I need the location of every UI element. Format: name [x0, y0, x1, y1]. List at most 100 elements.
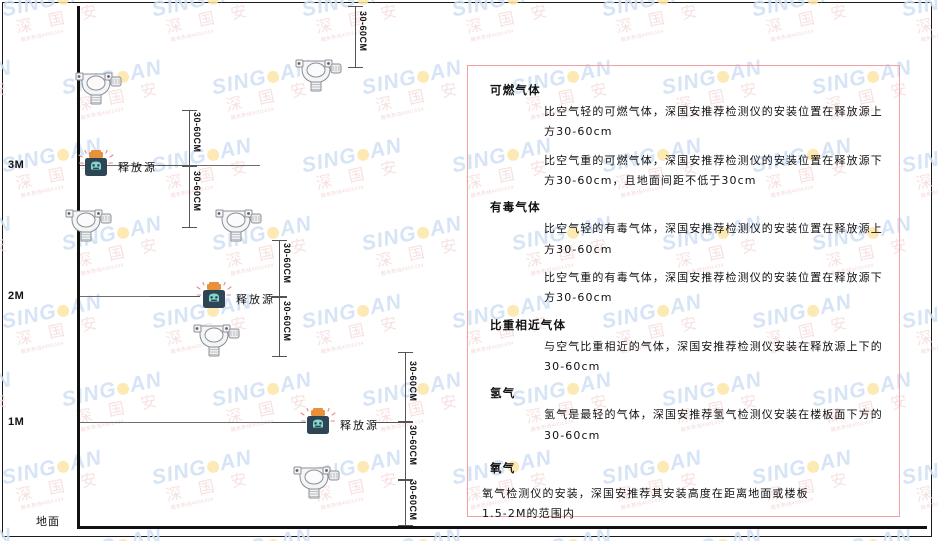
info-section-paragraph: 比空气重的可燃气体，深国安推荐检测仪的安装位置在释放源下方30-60cm，且地面…: [544, 153, 883, 188]
level-line-1m: [80, 422, 302, 423]
dimension-cap-bottom: [182, 227, 197, 228]
info-section: 有毒气体 比空气轻的有毒气体，深国安推荐检测仪的安装位置在释放源上方30-60cm…: [482, 199, 885, 308]
dimension-rule: [405, 480, 406, 526]
dimension-rule: [355, 6, 356, 68]
dimension-label: 30-60CM: [358, 11, 368, 52]
leader-line-3m: [158, 165, 194, 166]
dimension-line: 30-60CM: [398, 352, 458, 422]
info-section-title: 氧气: [490, 461, 516, 476]
info-section-paragraph: 与空气比重相近的气体，深国安推荐检测仪安装在释放源上下的30-60cm: [544, 339, 883, 374]
info-panel: 可燃气体 比空气轻的可燃气体，深国安推荐检测仪的安装位置在释放源上方30-60cm…: [467, 65, 900, 541]
dimension-label: 30-60CM: [192, 171, 202, 212]
release-source-icon: [196, 281, 232, 317]
leader-line-2m: [150, 296, 200, 297]
release-source-label: 释放源: [118, 161, 157, 174]
axis-tick-2m: 2M: [8, 290, 25, 302]
info-section-title: 地面: [490, 539, 885, 541]
dimension-rule: [405, 352, 406, 422]
release-source-label: 释放源: [236, 293, 275, 306]
info-section-paragraph: 氧气检测仪的安装，深国安推荐其安装高度在距离地面或楼板1.5-2M的范围内: [482, 487, 809, 521]
info-section-paragraph: 比空气轻的可燃气体，深国安推荐检测仪的安装位置在释放源上方30-60cm: [544, 105, 883, 139]
gas-detector-icon: [190, 320, 242, 363]
gas-detector-icon: [212, 205, 264, 248]
dimension-cap-top: [182, 110, 197, 111]
dimension-label: 30-60CM: [282, 242, 292, 284]
dimension-cap-top: [398, 352, 413, 353]
dimension-line: 30-60CM: [182, 110, 242, 166]
dimension-label: 30-60CM: [408, 480, 418, 521]
dimension-cap-top: [348, 6, 363, 7]
dimension-line: 30-60CM: [272, 240, 332, 297]
dimension-line: 30-60CM: [182, 166, 242, 228]
dimension-cap-bottom: [398, 421, 413, 422]
dimension-cap-top: [398, 422, 413, 423]
dimension-rule: [279, 297, 280, 357]
info-section-title: 可燃气体: [490, 83, 541, 97]
dimension-cap-top: [398, 480, 413, 481]
info-section: 可燃气体 比空气轻的可燃气体，深国安推荐检测仪的安装位置在释放源上方30-60cm…: [482, 82, 885, 191]
dimension-label: 30-60CM: [408, 361, 418, 402]
dimension-cap-bottom: [272, 296, 287, 297]
dimension-label: 30-60CM: [282, 301, 292, 342]
axis-tick-3m: 3M: [8, 159, 25, 171]
dimension-cap-bottom: [182, 165, 197, 166]
dimension-label: 30-60CM: [408, 425, 418, 466]
release-source-label: 释放源: [340, 419, 379, 432]
dimension-cap-bottom: [398, 525, 413, 526]
info-section-title: 有毒气体: [490, 200, 541, 215]
level-line-2m: [80, 296, 198, 297]
info-section-paragraph: 比空气轻的有毒气体，深国安推荐检测仪的安装位置在释放源上方30-60cm: [544, 222, 883, 256]
dimension-cap-top: [272, 297, 287, 298]
gas-detector-icon: [72, 68, 124, 111]
dimension-cap-top: [182, 166, 197, 167]
leader-line-1m-right: [374, 422, 408, 423]
gas-detector-icon: [292, 55, 344, 98]
gas-detector-icon: [290, 462, 342, 505]
info-section: 氢气氢气是最轻的气体，深国安推荐氢气检测仪安装在楼板面下方的30-60cm: [482, 385, 885, 446]
dimension-line: 30-60CM: [348, 6, 408, 68]
release-source-icon: [78, 149, 114, 185]
info-section-title: 氢气: [490, 386, 516, 401]
info-section-title: 比重相近气体: [490, 317, 567, 332]
dimension-line: 30-60CM: [398, 480, 458, 526]
dimension-label: 30-60CM: [192, 112, 202, 153]
dimension-rule: [279, 240, 280, 297]
axis-tick-1m: 1M: [8, 416, 25, 428]
dimension-line: 30-60CM: [272, 297, 332, 357]
dimension-line: 30-60CM: [398, 422, 458, 480]
release-source-icon: [300, 407, 336, 443]
horizontal-axis-ground: [77, 526, 927, 529]
ground-label: 地面: [36, 515, 60, 528]
dimension-cap-bottom: [348, 67, 363, 68]
vertical-axis: [77, 6, 80, 529]
info-section: 地面检测仪地面间距，深国安推荐在30-60cm，且不得小于30cm，因为过低容易…: [482, 539, 885, 541]
dimension-rule: [405, 422, 406, 480]
dimension-cap-bottom: [398, 479, 413, 480]
info-section-paragraph: 比空气重的有毒气体，深国安推荐检测仪的安装位置在释放源下方30-60cm: [544, 271, 883, 305]
dimension-rule: [189, 110, 190, 166]
dimension-cap-top: [272, 240, 287, 241]
info-section: 氧气氧气检测仪的安装，深国安推荐其安装高度在距离地面或楼板1.5-2M的范围内: [482, 454, 885, 533]
leader-line-1m-left: [272, 422, 306, 423]
gas-detector-icon: [62, 205, 114, 248]
dimension-rule: [189, 166, 190, 228]
info-section-paragraph: 氢气是最轻的气体，深国安推荐氢气检测仪安装在楼板面下方的30-60cm: [544, 408, 883, 442]
info-section: 比重相近气体与空气比重相近的气体，深国安推荐检测仪安装在释放源上下的30-60c…: [482, 317, 885, 378]
